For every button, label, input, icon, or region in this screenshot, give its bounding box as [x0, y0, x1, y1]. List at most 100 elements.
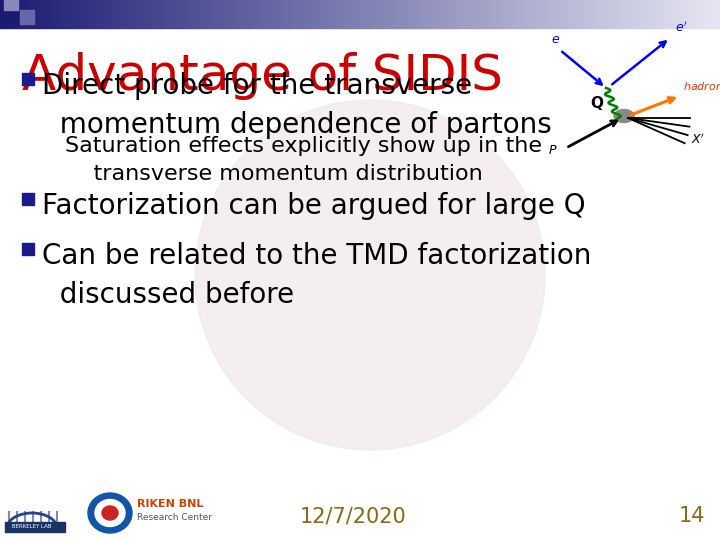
- Bar: [604, 0, 605, 28]
- Bar: [618, 0, 619, 28]
- Bar: [450, 0, 451, 28]
- Bar: [238, 0, 239, 28]
- Bar: [228, 0, 229, 28]
- Bar: [593, 0, 594, 28]
- Bar: [605, 0, 606, 28]
- Bar: [60, 0, 61, 28]
- Bar: [387, 0, 388, 28]
- Bar: [44, 0, 45, 28]
- Bar: [113, 0, 114, 28]
- Bar: [591, 0, 592, 28]
- Bar: [697, 0, 698, 28]
- Bar: [29, 0, 30, 28]
- Bar: [269, 0, 270, 28]
- Bar: [524, 0, 525, 28]
- Bar: [207, 0, 208, 28]
- Bar: [578, 0, 579, 28]
- Bar: [178, 0, 179, 28]
- Bar: [260, 0, 261, 28]
- Bar: [31, 0, 32, 28]
- Bar: [542, 0, 543, 28]
- Bar: [423, 0, 424, 28]
- Bar: [646, 0, 647, 28]
- Bar: [131, 0, 132, 28]
- Bar: [432, 0, 433, 28]
- Bar: [365, 0, 366, 28]
- Bar: [61, 0, 62, 28]
- Bar: [498, 0, 499, 28]
- Bar: [70, 0, 71, 28]
- Bar: [142, 0, 143, 28]
- Bar: [301, 0, 302, 28]
- Bar: [242, 0, 243, 28]
- Bar: [673, 0, 674, 28]
- Bar: [430, 0, 431, 28]
- Bar: [638, 0, 639, 28]
- Bar: [676, 0, 677, 28]
- Bar: [340, 0, 341, 28]
- Bar: [89, 0, 90, 28]
- Bar: [546, 0, 547, 28]
- Bar: [447, 0, 448, 28]
- Bar: [601, 0, 602, 28]
- Bar: [32, 0, 33, 28]
- Bar: [299, 0, 300, 28]
- Text: 14: 14: [678, 506, 705, 526]
- Bar: [86, 0, 87, 28]
- Bar: [101, 0, 102, 28]
- Bar: [501, 0, 502, 28]
- Bar: [680, 0, 681, 28]
- Bar: [399, 0, 400, 28]
- Bar: [534, 0, 535, 28]
- Bar: [639, 0, 640, 28]
- Bar: [561, 0, 562, 28]
- Bar: [535, 0, 536, 28]
- Bar: [317, 0, 318, 28]
- Bar: [309, 0, 310, 28]
- Bar: [213, 0, 214, 28]
- Bar: [267, 0, 268, 28]
- Bar: [293, 0, 294, 28]
- Bar: [8, 0, 9, 28]
- Bar: [421, 0, 422, 28]
- Bar: [77, 0, 78, 28]
- Bar: [479, 0, 480, 28]
- Bar: [610, 0, 611, 28]
- Bar: [427, 0, 428, 28]
- Bar: [353, 0, 354, 28]
- Bar: [357, 0, 358, 28]
- Bar: [348, 0, 349, 28]
- Bar: [111, 0, 112, 28]
- Bar: [443, 0, 444, 28]
- Bar: [156, 0, 157, 28]
- Bar: [688, 0, 689, 28]
- Bar: [713, 0, 714, 28]
- Bar: [302, 0, 303, 28]
- Circle shape: [195, 100, 545, 450]
- Bar: [483, 0, 484, 28]
- Bar: [493, 0, 494, 28]
- Bar: [478, 0, 479, 28]
- Bar: [668, 0, 669, 28]
- Bar: [226, 0, 227, 28]
- Bar: [620, 0, 621, 28]
- Bar: [675, 0, 676, 28]
- Bar: [205, 0, 206, 28]
- Bar: [130, 0, 131, 28]
- Bar: [360, 0, 361, 28]
- Bar: [191, 0, 192, 28]
- Bar: [613, 0, 614, 28]
- Bar: [672, 0, 673, 28]
- Bar: [12, 0, 13, 28]
- Bar: [389, 0, 390, 28]
- Bar: [58, 0, 59, 28]
- Bar: [102, 0, 103, 28]
- Bar: [658, 0, 659, 28]
- Bar: [220, 0, 221, 28]
- Bar: [431, 0, 432, 28]
- Bar: [518, 0, 519, 28]
- Bar: [460, 0, 461, 28]
- Bar: [509, 0, 510, 28]
- Bar: [356, 0, 357, 28]
- Bar: [76, 0, 77, 28]
